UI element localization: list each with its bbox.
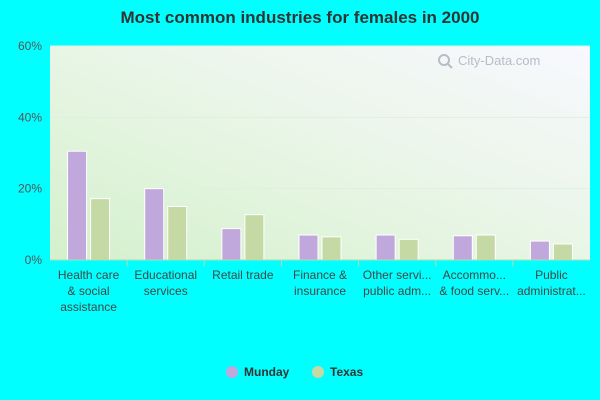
x-tick-label: Finance &: [293, 268, 347, 282]
x-tick-label: Public: [535, 268, 568, 282]
legend: Munday Texas: [226, 365, 363, 379]
bar-texas[interactable]: [552, 243, 573, 261]
legend-swatch-munday: [226, 366, 238, 378]
x-tick-label: Health care: [58, 268, 120, 282]
axes: 0% 20% 40% 60% Health care & social assistance…: [18, 39, 590, 314]
bar-texas[interactable]: [398, 238, 419, 261]
y-tick-label: 20%: [18, 182, 42, 196]
x-tick-label: Other servi...: [363, 268, 432, 282]
watermark-text: City-Data.com: [458, 53, 540, 68]
x-tick-label: & food serv...: [439, 284, 509, 298]
x-tick-label: assistance: [60, 300, 117, 314]
x-tick-label: Accommo...: [443, 268, 506, 282]
plot-background: [50, 46, 590, 260]
legend-swatch-texas: [312, 366, 324, 378]
bar-texas[interactable]: [167, 206, 188, 261]
bar-texas[interactable]: [90, 198, 111, 261]
x-tick-label: insurance: [294, 284, 346, 298]
x-tick-label: Retail trade: [212, 268, 274, 282]
x-tick-label: services: [144, 284, 188, 298]
bar-texas[interactable]: [321, 236, 342, 261]
bar-texas[interactable]: [244, 214, 265, 261]
y-tick-label: 40%: [18, 110, 42, 124]
x-tick-label: Educational: [134, 268, 197, 282]
bars: [67, 150, 573, 261]
bar-munday[interactable]: [298, 234, 319, 261]
bar-munday[interactable]: [375, 234, 396, 261]
grid: [50, 45, 590, 190]
bar-munday[interactable]: [67, 150, 88, 261]
x-tick-label: & social: [68, 284, 110, 298]
chart-title: Most common industries for females in 20…: [120, 8, 480, 27]
bar-munday[interactable]: [529, 240, 550, 261]
bar-munday[interactable]: [144, 188, 165, 261]
x-tick-label: public adm...: [363, 284, 431, 298]
legend-label-texas: Texas: [330, 365, 363, 379]
bar-munday[interactable]: [221, 228, 242, 261]
watermark-search-icon: [438, 54, 453, 69]
x-tick-label: administrat...: [517, 284, 586, 298]
bar-texas[interactable]: [475, 234, 496, 261]
legend-label-munday: Munday: [244, 365, 290, 379]
bar-munday[interactable]: [452, 235, 473, 261]
watermark: City-Data.com: [438, 53, 540, 69]
y-tick-label: 60%: [18, 39, 42, 53]
y-tick-label: 0%: [25, 253, 43, 267]
